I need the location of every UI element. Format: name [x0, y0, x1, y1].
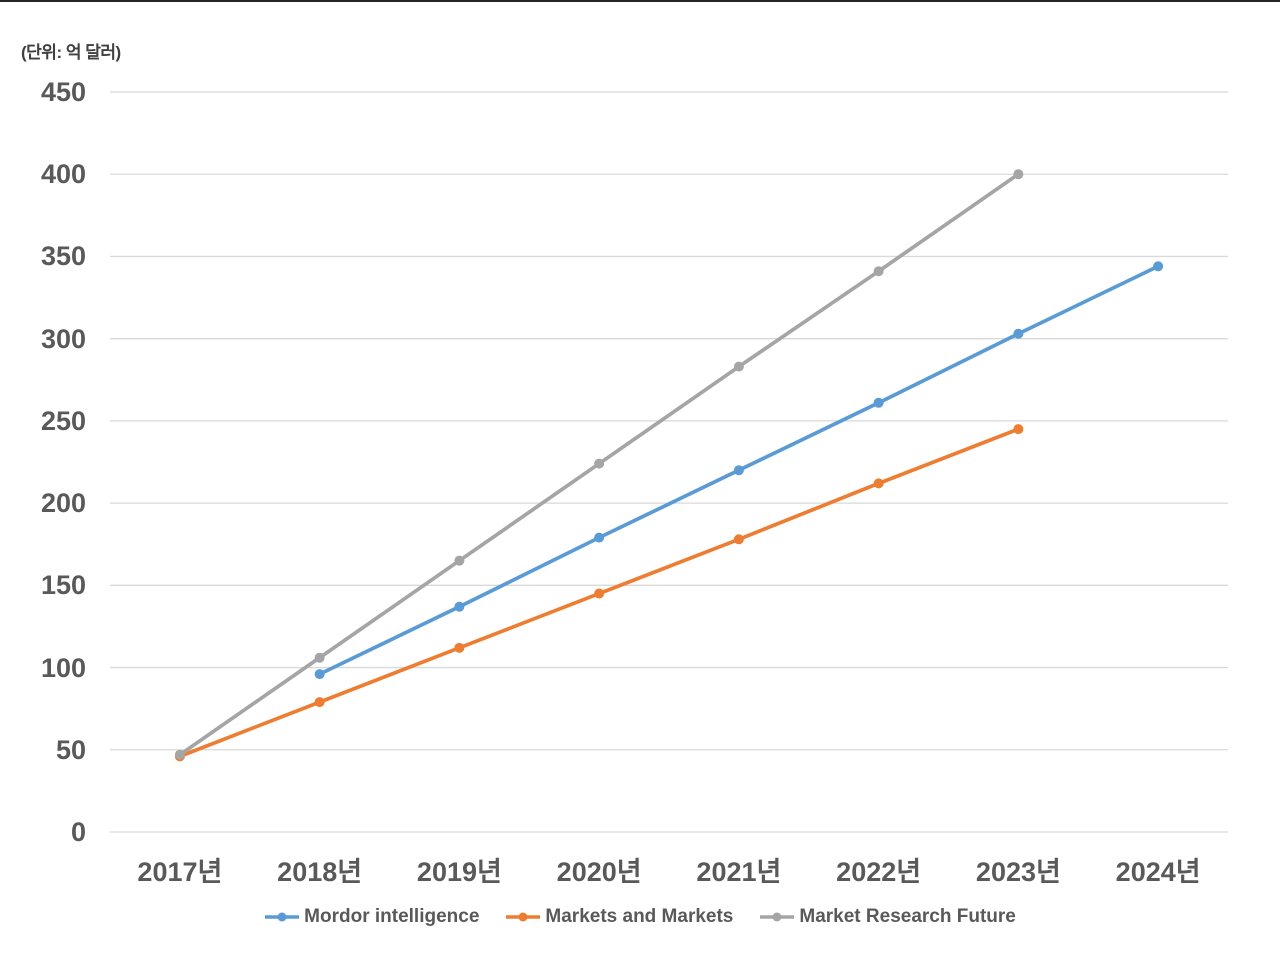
data-point [1153, 261, 1164, 272]
data-point [733, 361, 744, 372]
x-tick-label: 2020년 [556, 857, 642, 887]
data-point [733, 534, 744, 545]
data-point [733, 465, 744, 476]
data-point [314, 697, 325, 708]
x-tick-label: 2022년 [836, 857, 922, 887]
y-tick-label: 300 [40, 323, 86, 354]
data-point [314, 652, 325, 663]
x-tick-label: 2021년 [696, 857, 782, 887]
x-tick-label: 2018년 [277, 857, 363, 887]
y-tick-label: 250 [40, 405, 86, 436]
y-tick-label: 200 [40, 488, 86, 519]
data-point [594, 588, 605, 599]
data-point [454, 555, 465, 566]
legend-item: Mordor intelligence [264, 906, 479, 928]
data-point [1013, 328, 1024, 339]
data-point [454, 642, 465, 653]
y-tick-label: 450 [40, 77, 86, 107]
y-tick-label: 50 [55, 734, 86, 765]
data-point [873, 478, 884, 489]
data-point [873, 266, 884, 277]
data-point [454, 601, 465, 612]
data-point [594, 532, 605, 543]
data-point [1013, 424, 1024, 435]
x-tick-label: 2024년 [1115, 857, 1201, 887]
legend-marker-icon [506, 912, 541, 922]
x-tick-label: 2023년 [975, 857, 1061, 887]
legend-item: Markets and Markets [505, 906, 733, 928]
legend-marker-icon [760, 912, 795, 922]
legend-label: Market Research Future [799, 906, 1016, 927]
data-point [873, 397, 884, 408]
legend-label: Markets and Markets [545, 906, 734, 927]
data-point [174, 749, 185, 760]
legend-item: Market Research Future [759, 906, 1016, 928]
data-point [314, 669, 325, 680]
y-tick-label: 400 [40, 159, 86, 190]
legend-label: Mordor intelligence [304, 906, 480, 927]
data-point [594, 458, 605, 469]
data-point [1013, 169, 1024, 180]
y-tick-label: 100 [40, 652, 86, 683]
legend-marker-icon [265, 912, 300, 922]
x-tick-label: 2019년 [416, 857, 502, 887]
legend: Mordor intelligence Markets and Markets Ma… [0, 906, 1280, 928]
y-tick-label: 150 [40, 570, 86, 601]
y-tick-label: 0 [70, 817, 86, 847]
unit-label: (단위: 억 달러) [21, 43, 121, 62]
top-border [0, 0, 1280, 2]
y-tick-label: 350 [40, 241, 86, 272]
x-tick-label: 2017년 [137, 857, 223, 887]
